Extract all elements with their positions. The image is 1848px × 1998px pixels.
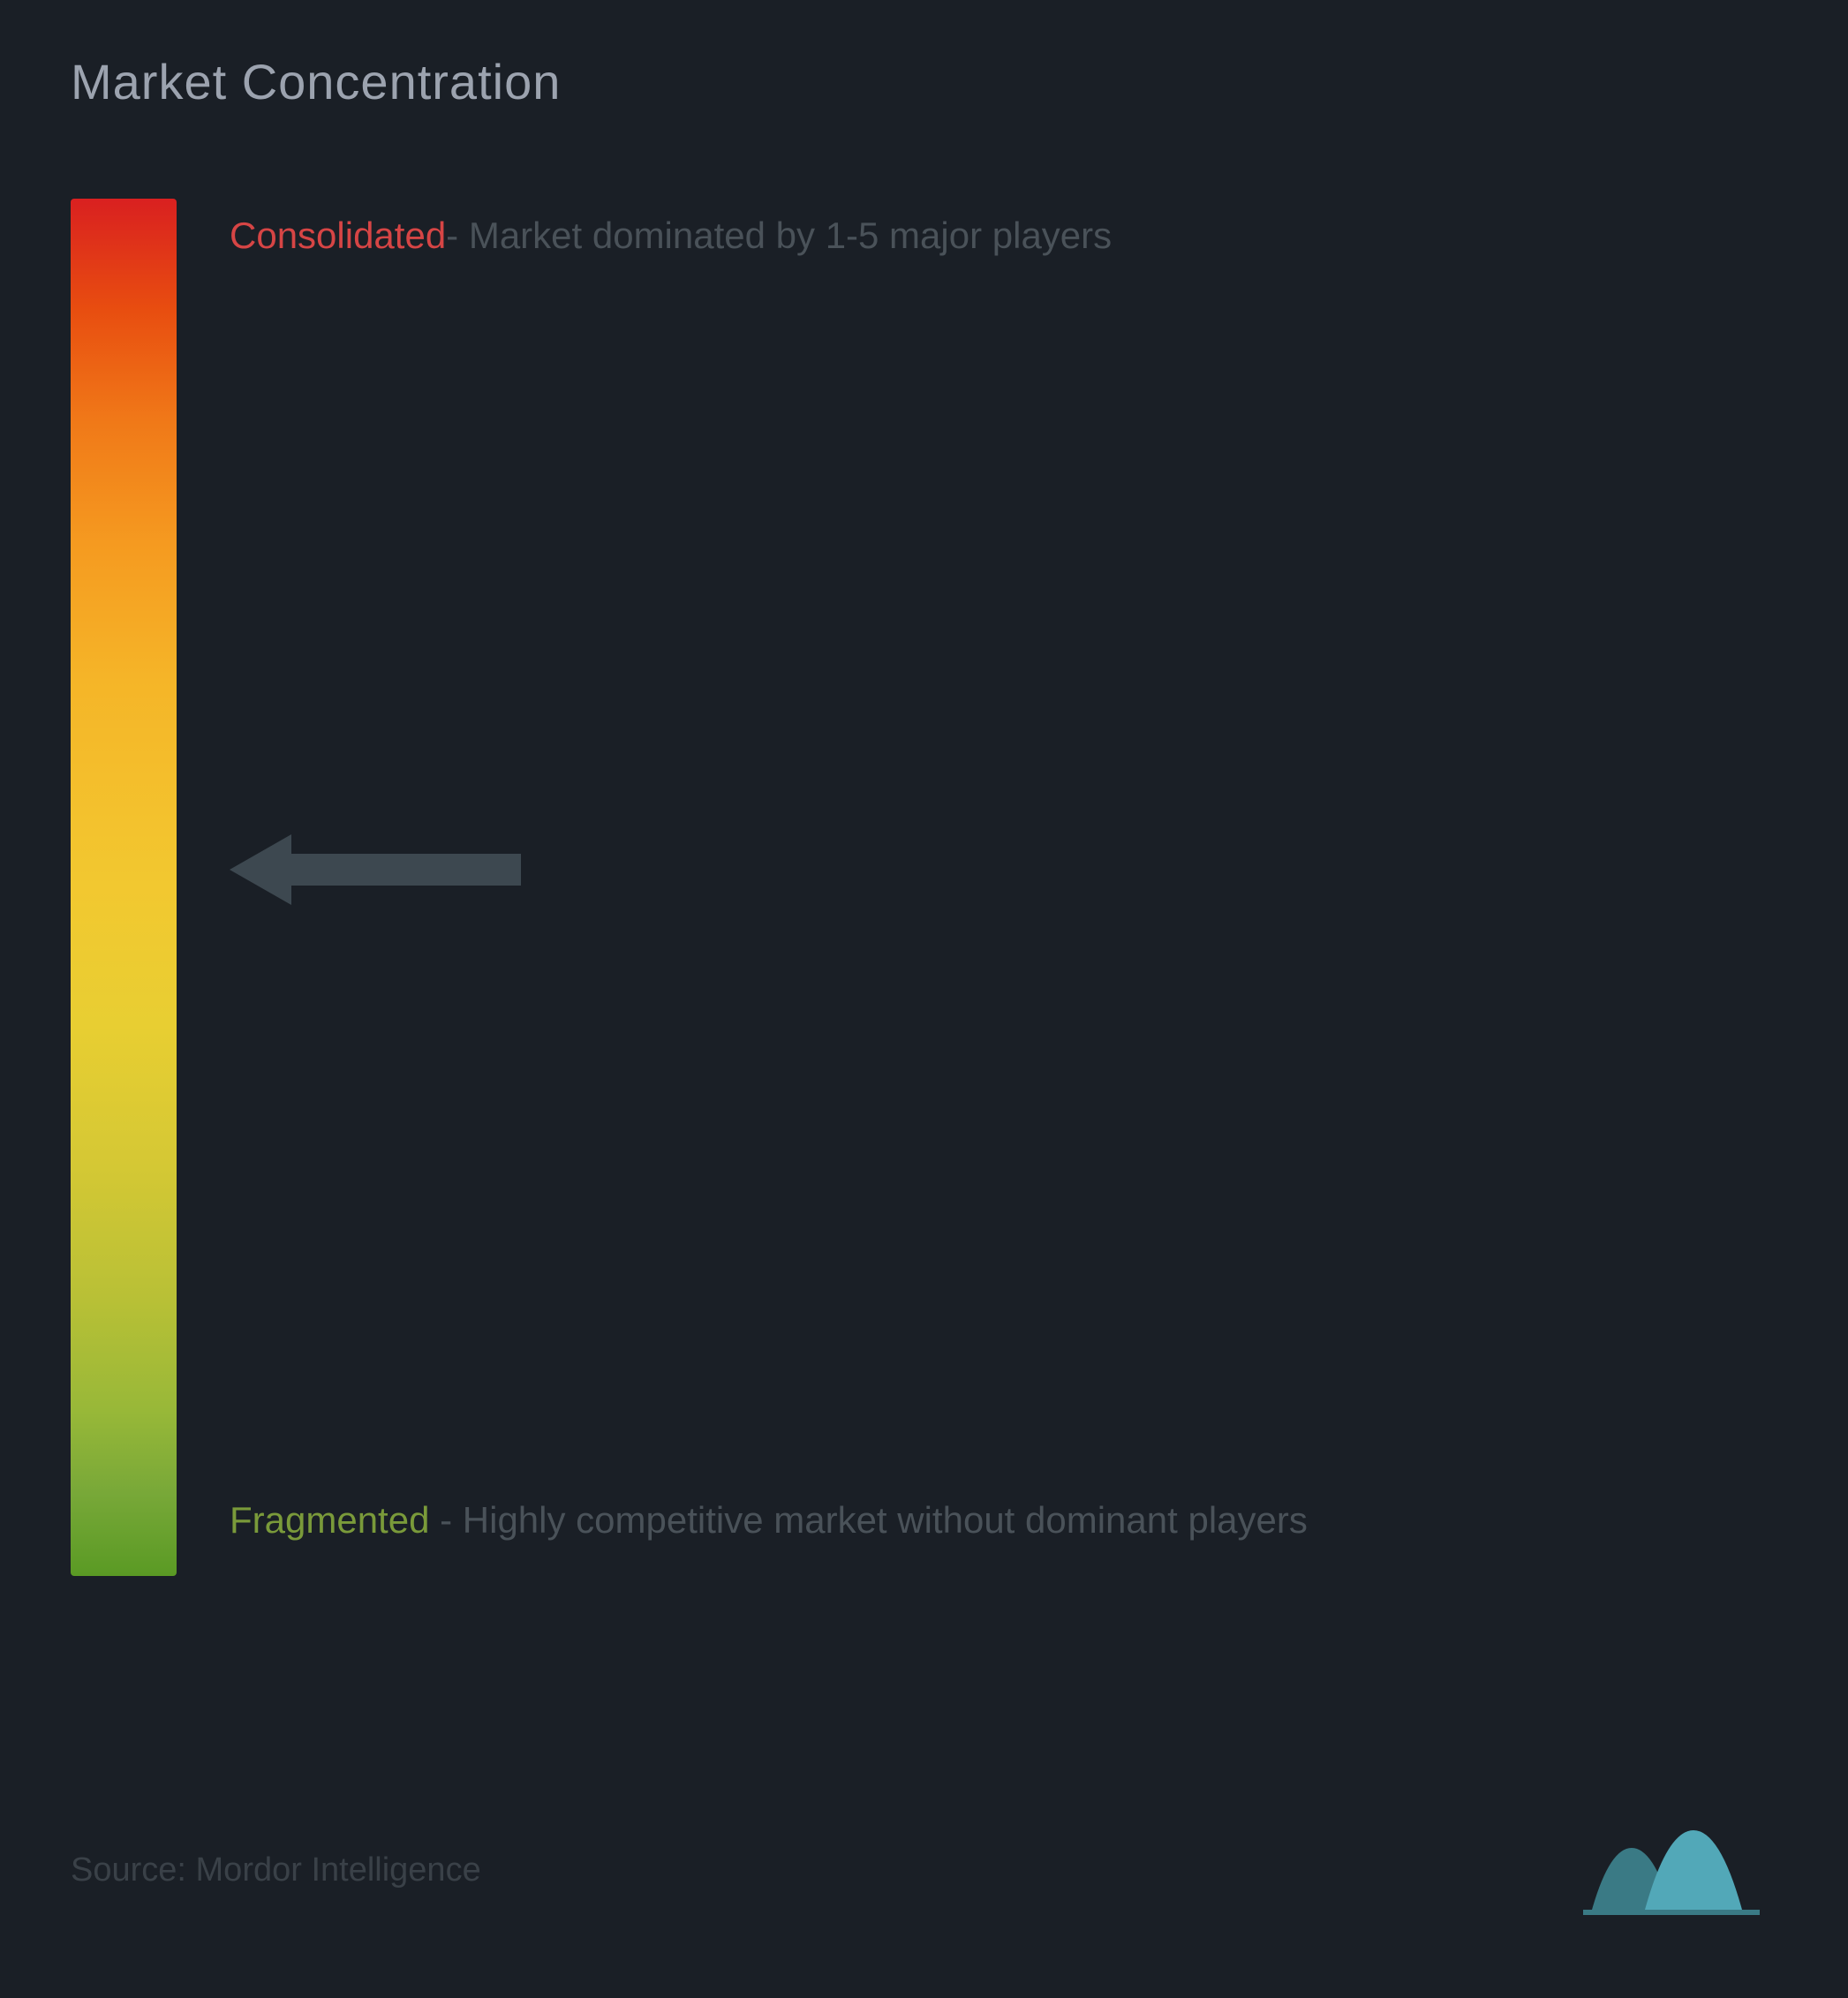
source-prefix: Source: — [71, 1851, 196, 1889]
source-attribution: Source: Mordor Intelligence — [71, 1851, 481, 1889]
arrow-left-icon — [230, 826, 530, 914]
consolidated-description: - Market dominated by 1-5 major players — [446, 207, 1112, 263]
fragmented-keyword: Fragmented — [230, 1499, 429, 1541]
fragmented-description: - Highly competitive market without domi… — [429, 1499, 1307, 1541]
concentration-gradient-bar — [71, 199, 177, 1576]
footer: Source: Mordor Intelligence — [71, 1813, 1777, 1927]
fragmented-label: Fragmented - Highly competitive market w… — [230, 1490, 1308, 1549]
source-name: Mordor Intelligence — [196, 1851, 481, 1889]
page-title: Market Concentration — [71, 53, 1777, 110]
labels-column: Consolidated- Market dominated by 1-5 ma… — [230, 199, 1777, 1576]
logo-container — [1583, 1813, 1777, 1927]
consolidated-keyword: Consolidated — [230, 207, 446, 263]
indicator-arrow — [230, 826, 530, 918]
consolidated-label: Consolidated- Market dominated by 1-5 ma… — [230, 207, 1112, 263]
diagram-container: Consolidated- Market dominated by 1-5 ma… — [71, 199, 1777, 1576]
mordor-logo-icon — [1583, 1813, 1777, 1927]
